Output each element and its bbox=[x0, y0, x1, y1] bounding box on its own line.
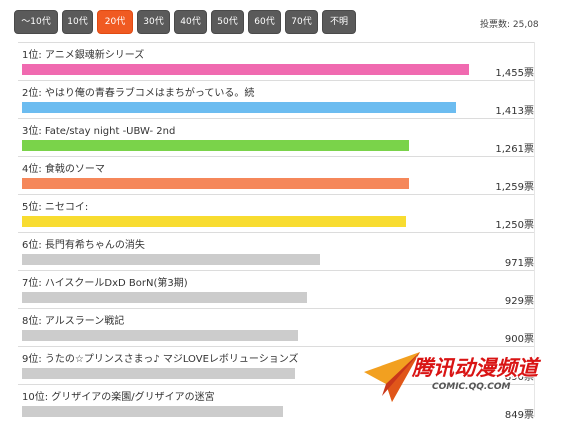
ranking-title: 6位: 長門有希ちゃんの消失 bbox=[22, 240, 145, 251]
watermark-main-text: 腾讯动漫频道 bbox=[412, 356, 538, 380]
paper-plane-icon bbox=[364, 352, 420, 402]
vote-bar bbox=[22, 64, 469, 75]
watermark-sub-text: COMIC.QQ.COM bbox=[432, 382, 511, 392]
ranking-title: 8位: アルスラーン戦記 bbox=[22, 316, 125, 327]
vote-bar bbox=[22, 292, 307, 303]
tab-5[interactable]: 50代 bbox=[211, 10, 244, 34]
ranking-title: 7位: ハイスクールDxD BorN(第3期) bbox=[22, 278, 188, 289]
vote-count: 1,261票 bbox=[495, 144, 534, 155]
vote-count: 1,250票 bbox=[495, 220, 534, 231]
tab-7[interactable]: 70代 bbox=[285, 10, 318, 34]
vote-count: 971票 bbox=[504, 258, 534, 269]
ranking-row: 7位: ハイスクールDxD BorN(第3期) 929票 bbox=[18, 270, 534, 308]
ranking-title: 3位: Fate/stay night -UBW- 2nd bbox=[22, 126, 176, 137]
vote-bar bbox=[22, 216, 406, 227]
tab-4[interactable]: 40代 bbox=[174, 10, 207, 34]
vote-bar bbox=[22, 368, 295, 379]
ranking-row: 6位: 長門有希ちゃんの消失 971票 bbox=[18, 232, 534, 270]
tab-3[interactable]: 30代 bbox=[137, 10, 170, 34]
ranking-title: 10位: グリザイアの楽園/グリザイアの迷宮 bbox=[22, 392, 215, 403]
vote-count: 929票 bbox=[504, 296, 534, 307]
ranking-row: 1位: アニメ銀魂新シリーズ 1,455票 bbox=[18, 42, 534, 80]
ranking-title: 4位: 食戟のソーマ bbox=[22, 164, 105, 175]
vote-bar bbox=[22, 102, 456, 113]
ranking-row: 2位: やはり俺の青春ラブコメはまちがっている。続 1,413票 bbox=[18, 80, 534, 118]
vote-bar bbox=[22, 254, 320, 265]
vote-count: 849票 bbox=[504, 410, 534, 421]
ranking-row: 10位: グリザイアの楽園/グリザイアの迷宮 849票 bbox=[18, 384, 534, 422]
ranking-row: 9位: うたの☆プリンスさまっ♪ マジLOVEレボリューションズ 890票 bbox=[18, 346, 534, 384]
vote-count: 1,259票 bbox=[495, 182, 534, 193]
tab-1[interactable]: 10代 bbox=[62, 10, 93, 34]
vote-count: 900票 bbox=[504, 334, 534, 345]
ranking-row: 8位: アルスラーン戦記 900票 bbox=[18, 308, 534, 346]
ranking-title: 9位: うたの☆プリンスさまっ♪ マジLOVEレボリューションズ bbox=[22, 354, 299, 365]
ranking-title: 5位: ニセコイ: bbox=[22, 202, 89, 213]
ranking-row: 5位: ニセコイ: 1,250票 bbox=[18, 194, 534, 232]
ranking-title: 2位: やはり俺の青春ラブコメはまちがっている。続 bbox=[22, 88, 255, 99]
list-right-border bbox=[534, 42, 535, 417]
vote-bar bbox=[22, 178, 409, 189]
ranking-row: 3位: Fate/stay night -UBW- 2nd 1,261票 bbox=[18, 118, 534, 156]
tab-8[interactable]: 不明 bbox=[322, 10, 356, 34]
total-votes: 投票数: 25,08 bbox=[480, 20, 539, 30]
ranking-title: 1位: アニメ銀魂新シリーズ bbox=[22, 50, 145, 61]
vote-bar bbox=[22, 140, 409, 151]
tab-6[interactable]: 60代 bbox=[248, 10, 281, 34]
tab-0[interactable]: 〜10代 bbox=[14, 10, 58, 34]
watermark-logo: 腾讯动漫频道 COMIC.QQ.COM bbox=[362, 350, 542, 410]
ranking-row: 4位: 食戟のソーマ 1,259票 bbox=[18, 156, 534, 194]
vote-count: 1,413票 bbox=[495, 106, 534, 117]
vote-bar bbox=[22, 330, 298, 341]
vote-count: 1,455票 bbox=[495, 68, 534, 79]
vote-count: 890票 bbox=[504, 372, 534, 383]
vote-bar bbox=[22, 406, 283, 417]
tab-2[interactable]: 20代 bbox=[97, 10, 133, 34]
